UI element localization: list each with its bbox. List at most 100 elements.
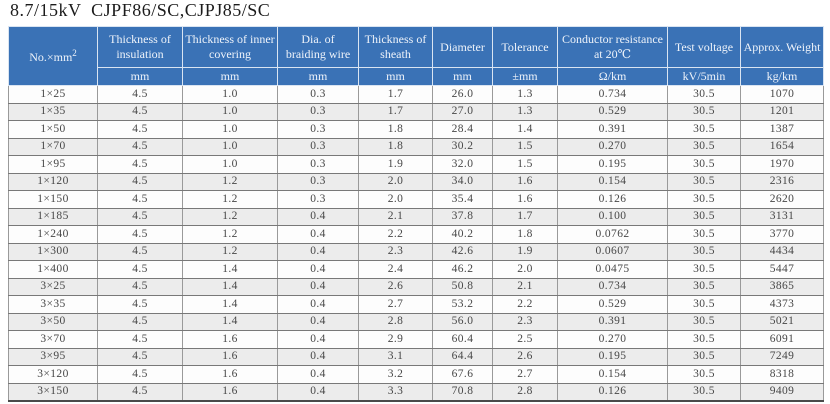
cell: 0.154 — [557, 172, 668, 191]
cell: 1.2 — [182, 172, 278, 191]
cell: 0.4 — [277, 207, 359, 226]
col-unit-7: kV/5min — [667, 67, 741, 86]
cell: 4.5 — [97, 330, 183, 349]
cell: 1.6 — [492, 190, 558, 209]
cell: 1×35 — [8, 102, 98, 121]
cell: 3×25 — [8, 277, 98, 296]
cell: 2.7 — [492, 365, 558, 384]
cell: 1×95 — [8, 155, 98, 174]
col-header-1: Thickness of inner covering — [182, 26, 278, 68]
cell: 70.8 — [432, 382, 493, 402]
cell: 4.5 — [97, 365, 183, 384]
table-row: 1×150 4.5 1.2 0.3 2.0 35.4 1.6 0.126 30.5 2620 — [8, 190, 824, 209]
cell: 1×120 — [8, 172, 98, 191]
table-row: 1×95 4.5 1.0 0.3 1.9 32.0 1.5 0.195 30.5 1970 — [8, 155, 824, 174]
cell: 1970 — [740, 155, 824, 174]
cell: 5447 — [740, 260, 824, 279]
table-row: 1×35 4.5 1.0 0.3 1.7 27.0 1.3 0.529 30.5 1201 — [8, 102, 824, 121]
table-row: 3×150 4.5 1.6 0.4 3.3 70.8 2.8 0.126 30.5 9409 — [8, 382, 824, 402]
cell: 3770 — [740, 225, 824, 244]
cell: 0.3 — [277, 120, 359, 139]
cell: 56.0 — [432, 312, 493, 331]
table-row: 1×50 4.5 1.0 0.3 1.8 28.4 1.4 0.391 30.5 1387 — [8, 120, 824, 139]
cell: 0.4 — [277, 382, 359, 402]
cell: 1.2 — [182, 207, 278, 226]
cell: 1387 — [740, 120, 824, 139]
cell: 3.2 — [358, 365, 433, 384]
cell: 0.4 — [277, 225, 359, 244]
table-row: 3×120 4.5 1.6 0.4 3.2 67.6 2.7 0.154 30.5 8318 — [8, 365, 824, 384]
cell: 1×50 — [8, 120, 98, 139]
cell: 30.5 — [667, 155, 741, 174]
col-unit-1: mm — [182, 67, 278, 86]
cell: 3×70 — [8, 330, 98, 349]
table-row: 3×70 4.5 1.6 0.4 2.9 60.4 2.5 0.270 30.5 6091 — [8, 330, 824, 349]
cell: 2.4 — [358, 260, 433, 279]
cell: 1×185 — [8, 207, 98, 226]
cell: 1×240 — [8, 225, 98, 244]
cell: 35.4 — [432, 190, 493, 209]
cell: 3.3 — [358, 382, 433, 402]
cell: 1.7 — [358, 102, 433, 121]
cell: 0.126 — [557, 190, 668, 209]
cell: 30.5 — [667, 190, 741, 209]
cell: 30.2 — [432, 137, 493, 156]
cell: 1.6 — [182, 365, 278, 384]
cell: 27.0 — [432, 102, 493, 121]
cell: 0.4 — [277, 295, 359, 314]
cell: 0.0762 — [557, 225, 668, 244]
cell: 1×400 — [8, 260, 98, 279]
cell: 2.6 — [492, 347, 558, 366]
cell: 1.4 — [182, 295, 278, 314]
cell: 2.2 — [492, 295, 558, 314]
cell: 34.0 — [432, 172, 493, 191]
table-row: 1×240 4.5 1.2 0.4 2.2 40.2 1.8 0.0762 30.5 3770 — [8, 225, 824, 244]
cell: 0.154 — [557, 365, 668, 384]
col-unit-8: kg/km — [740, 67, 824, 86]
cell: 0.0607 — [557, 242, 668, 261]
cell: 0.100 — [557, 207, 668, 226]
col-unit-3: mm — [358, 67, 433, 86]
col-unit-4: mm — [432, 67, 493, 86]
cell: 26.0 — [432, 85, 493, 104]
cell: 30.5 — [667, 242, 741, 261]
cell: 1.4 — [182, 260, 278, 279]
cell: 3131 — [740, 207, 824, 226]
cell: 1.0 — [182, 102, 278, 121]
cell: 2.6 — [358, 277, 433, 296]
table-row: 1×70 4.5 1.0 0.3 1.8 30.2 1.5 0.270 30.5 1654 — [8, 137, 824, 156]
cell: 2.0 — [358, 172, 433, 191]
cell: 2.3 — [358, 242, 433, 261]
cell: 1×25 — [8, 85, 98, 104]
cell: 4.5 — [97, 120, 183, 139]
cell: 1.0 — [182, 155, 278, 174]
cell: 8318 — [740, 365, 824, 384]
cell: 1.4 — [182, 312, 278, 331]
cell: 30.5 — [667, 277, 741, 296]
col-header-6: Conductor resistance at 20℃ — [557, 26, 668, 68]
spec-table: No.×mm2 Thickness of insulation Thickness … — [8, 26, 824, 402]
cell: 2.0 — [492, 260, 558, 279]
table-body: 1×25 4.5 1.0 0.3 1.7 26.0 1.3 0.734 30.5 1070 1×35… — [8, 85, 824, 402]
cell: 2620 — [740, 190, 824, 209]
col-unit-5: ±mm — [492, 67, 558, 86]
cell: 1.2 — [182, 225, 278, 244]
col-header-3: Thickness of sheath — [358, 26, 433, 68]
cell: 4.5 — [97, 190, 183, 209]
cell: 0.4 — [277, 312, 359, 331]
cell: 2316 — [740, 172, 824, 191]
table-row: 1×400 4.5 1.4 0.4 2.4 46.2 2.0 0.0475 30.5 5447 — [8, 260, 824, 279]
cell: 0.195 — [557, 155, 668, 174]
cell: 0.0475 — [557, 260, 668, 279]
cell: 30.5 — [667, 172, 741, 191]
cell: 0.4 — [277, 330, 359, 349]
cell: 3865 — [740, 277, 824, 296]
cell: 1.0 — [182, 137, 278, 156]
cell: 0.4 — [277, 347, 359, 366]
header-label-row: No.×mm2 Thickness of insulation Thickness … — [8, 26, 824, 86]
cell: 60.4 — [432, 330, 493, 349]
table-row: 1×300 4.5 1.2 0.4 2.3 42.6 1.9 0.0607 30.5 4434 — [8, 242, 824, 261]
cell: 1.5 — [492, 155, 558, 174]
cell: 0.4 — [277, 277, 359, 296]
